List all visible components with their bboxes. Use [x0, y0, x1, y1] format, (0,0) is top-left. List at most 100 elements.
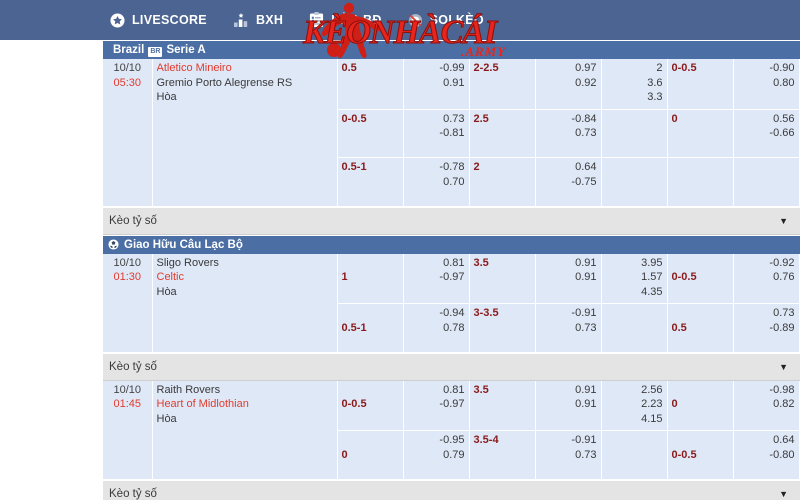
odds-cell-ch[interactable]: 0.5 [667, 303, 734, 353]
odds-cell-chodd[interactable]: -0.92 0.76 [733, 253, 800, 304]
odds-cell-chodd[interactable]: -0.98 0.82 [733, 380, 800, 431]
odds-line: 3.5 [473, 383, 489, 396]
nav-item-bxh[interactable]: BXH [233, 12, 283, 28]
team-away: Heart of Midlothian [156, 398, 249, 410]
odds-cell-x12[interactable] [601, 430, 668, 480]
team-draw: Hòa [156, 285, 177, 298]
odds-cell-hdp[interactable]: 0-0.5 [337, 380, 404, 431]
odds-cell-odd[interactable]: -0.78 0.70 [403, 157, 470, 207]
odds-cell-ou[interactable]: 3.5-4 [469, 430, 536, 480]
odds-cell-hdp[interactable]: 0-0.5 [337, 109, 404, 158]
match-date: 10/10 [113, 383, 142, 396]
odds-line: 0.97 [575, 62, 597, 74]
odds-cell-chodd[interactable]: 0.73 -0.89 [733, 303, 800, 353]
odds-cell-chodd[interactable]: 0.56 -0.66 [733, 109, 800, 158]
odds-cell-ou[interactable]: 2-2.5 [469, 59, 536, 110]
odds-cell-odd[interactable]: 0.81 -0.97 [403, 380, 470, 431]
odds-cell-ouodd[interactable]: 0.64 -0.75 [535, 157, 602, 207]
odds-line: 2.23 [641, 398, 663, 410]
nav-item-soi-keo[interactable]: SOI KÈO [408, 13, 484, 28]
match-row: 10/10 01:45 Raith Rovers Heart of Midlothia… [103, 380, 800, 480]
team-home: Sligo Rovers [156, 256, 219, 269]
odds-line: 0.81 [443, 383, 465, 396]
odds-cell-odd[interactable]: 0.81 -0.97 [403, 253, 470, 304]
odds-cell-ou[interactable]: 2 [469, 157, 536, 207]
nav-item-keo-bd[interactable]: KÈO BĐ [309, 12, 381, 28]
odds-cell-x12[interactable] [601, 303, 668, 353]
odds-cell-chodd[interactable] [733, 157, 800, 207]
league-competition: Serie A [166, 43, 206, 56]
odds-cell-x12[interactable]: 3.95 1.57 4.35 [601, 253, 668, 304]
match-teams[interactable]: Sligo Rovers Celtic Hòa [152, 253, 338, 353]
odds-line: 2.56 [641, 383, 663, 396]
odds-line: 3.95 [641, 256, 663, 269]
odds-line: -0.97 [439, 398, 465, 410]
star-circle-icon [110, 12, 125, 28]
odds-cell-ouodd[interactable]: -0.91 0.73 [535, 303, 602, 353]
odds-line: 0.91 [575, 383, 597, 396]
chevron-down-icon[interactable]: ▼ [779, 215, 788, 226]
odds-line: 0.73 [443, 112, 465, 125]
odds-cell-odd[interactable]: -0.95 0.79 [403, 430, 470, 480]
odds-cell-hdp[interactable]: 1 [337, 253, 404, 304]
keo-ty-so-bar[interactable]: Kèo tỷ số ▼ [103, 479, 800, 500]
odds-cell-ch[interactable] [667, 157, 734, 207]
nav-item-livescore[interactable]: LIVESCORE [110, 12, 207, 28]
odds-cell-hdp[interactable]: 0.5-1 [337, 303, 404, 353]
odds-cell-ou[interactable]: 2.5 [469, 109, 536, 158]
odds-line: -0.91 [571, 434, 597, 446]
odds-line: -0.94 [439, 307, 465, 319]
odds-cell-ouodd[interactable]: 0.91 0.91 [535, 380, 602, 431]
odds-cell-x12[interactable]: 2 3.6 3.3 [601, 59, 668, 110]
odds-line: 0-0.5 [671, 62, 697, 74]
odds-cell-ch[interactable]: 0 [667, 109, 734, 158]
chevron-down-icon[interactable]: ▼ [779, 488, 788, 499]
odds-cell-hdp[interactable]: 0.5-1 [337, 157, 404, 207]
odds-cell-x12[interactable]: 2.56 2.23 4.15 [601, 380, 668, 431]
odds-line: -0.80 [769, 448, 795, 461]
odds-cell-chodd[interactable]: -0.90 0.80 [733, 59, 800, 110]
odds-cell-x12[interactable] [601, 109, 668, 158]
odds-cell-ouodd[interactable]: -0.91 0.73 [535, 430, 602, 480]
odds-cell-hdp[interactable]: 0.5 [337, 59, 404, 110]
odds-cell-odd[interactable]: -0.94 0.78 [403, 303, 470, 353]
odds-line: -0.98 [769, 383, 795, 396]
odds-line: -0.89 [769, 321, 795, 334]
odds-cell-ouodd[interactable]: -0.84 0.73 [535, 109, 602, 158]
match-teams[interactable]: Atletico Mineiro Gremio Porto Alegrense R… [152, 59, 338, 207]
odds-cell-x12[interactable] [601, 157, 668, 207]
league-header: Brazil BR Serie A [103, 40, 800, 59]
odds-cell-ouodd[interactable]: 0.91 0.91 [535, 253, 602, 304]
odds-cell-odd[interactable]: 0.73 -0.81 [403, 109, 470, 158]
odds-cell-odd[interactable]: -0.99 0.91 [403, 59, 470, 110]
odds-line: 0.56 [773, 112, 795, 125]
chevron-down-icon[interactable]: ▼ [779, 361, 788, 372]
odds-line: 0-0.5 [671, 271, 697, 283]
keo-ty-so-label: Kèo tỷ số [109, 214, 157, 227]
keo-ty-so-bar[interactable]: Kèo tỷ số ▼ [103, 352, 800, 381]
nav-label-soi-keo: SOI KÈO [429, 13, 484, 27]
odds-cell-ou[interactable]: 3-3.5 [469, 303, 536, 353]
odds-cell-ouodd[interactable]: 0.97 0.92 [535, 59, 602, 110]
odds-cell-chodd[interactable]: 0.64 -0.80 [733, 430, 800, 480]
odds-line: 0.76 [773, 271, 795, 283]
odds-cell-hdp[interactable]: 0 [337, 430, 404, 480]
odds-line: 4.15 [641, 412, 663, 425]
keo-ty-so-label: Kèo tỷ số [109, 360, 157, 373]
team-away: Celtic [156, 271, 185, 283]
odds-cell-ou[interactable]: 3.5 [469, 380, 536, 431]
match-table: 10/10 01:30 Sligo Rovers Celtic Hòa 1 0.81 -0… [103, 253, 800, 353]
odds-line: -0.95 [439, 434, 465, 446]
league-header: Giao Hữu Câu Lạc Bộ [103, 234, 800, 254]
odds-cell-ou[interactable]: 3.5 [469, 253, 536, 304]
team-home: Atletico Mineiro [156, 62, 232, 74]
odds-cell-ch[interactable]: 0-0.5 [667, 253, 734, 304]
match-teams[interactable]: Raith Rovers Heart of Midlothian Hòa [152, 380, 338, 480]
odds-cell-ch[interactable]: 0-0.5 [667, 430, 734, 480]
nav-label-keo-bd: KÈO BĐ [331, 13, 382, 27]
keo-ty-so-bar[interactable]: Kèo tỷ số ▼ [103, 206, 800, 235]
odds-line: -0.66 [769, 127, 795, 139]
odds-cell-ch[interactable]: 0 [667, 380, 734, 431]
odds-cell-ch[interactable]: 0-0.5 [667, 59, 734, 110]
